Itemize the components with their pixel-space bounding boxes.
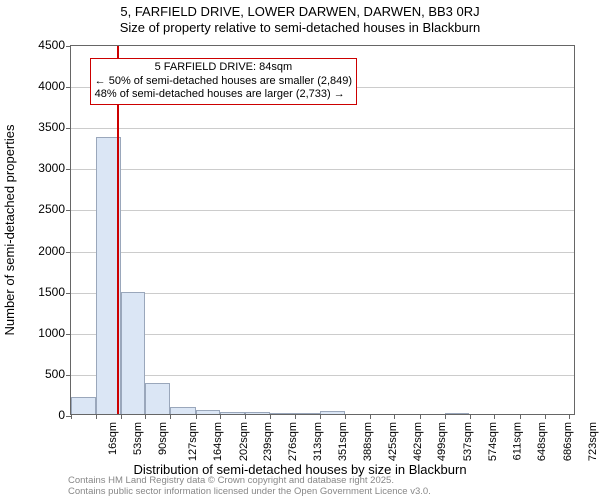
- histogram-bar: [196, 410, 221, 414]
- xtick-label: 686sqm: [562, 422, 574, 461]
- ytick-label: 2500: [5, 202, 65, 216]
- ytick-label: 1500: [5, 285, 65, 299]
- gridline-h: [71, 252, 574, 253]
- histogram-bar: [220, 412, 245, 414]
- xtick-label: 53sqm: [132, 422, 144, 455]
- ytick-mark: [66, 128, 71, 129]
- xtick-mark: [96, 414, 97, 419]
- histogram-bar: [295, 413, 320, 414]
- chart-title: 5, FARFIELD DRIVE, LOWER DARWEN, DARWEN,…: [0, 4, 600, 37]
- xtick-mark: [245, 414, 246, 419]
- ytick-label: 500: [5, 367, 65, 381]
- footer-line-2: Contains public sector information licen…: [68, 487, 431, 498]
- ytick-mark: [66, 169, 71, 170]
- histogram-bar: [270, 413, 295, 414]
- title-line-2: Size of property relative to semi-detach…: [0, 20, 600, 36]
- annot-line-1: 5 FARFIELD DRIVE: 84sqm: [95, 61, 352, 75]
- ytick-mark: [66, 210, 71, 211]
- histogram-bar: [320, 411, 345, 414]
- annot-line-3: 48% of semi-detached houses are larger (…: [95, 88, 352, 102]
- xtick-label: 462sqm: [412, 422, 424, 461]
- ytick-mark: [66, 46, 71, 47]
- xtick-mark: [370, 414, 371, 419]
- xtick-mark: [569, 414, 570, 419]
- ytick-mark: [66, 334, 71, 335]
- xtick-label: 388sqm: [362, 422, 374, 461]
- ytick-label: 4500: [5, 38, 65, 52]
- histogram-bar: [245, 412, 270, 414]
- histogram-bar: [121, 292, 146, 414]
- ytick-label: 4000: [5, 79, 65, 93]
- xtick-mark: [170, 414, 171, 419]
- xtick-label: 90sqm: [157, 422, 169, 455]
- xtick-label: 499sqm: [437, 422, 449, 461]
- histogram-bar: [71, 397, 96, 414]
- xtick-label: 537sqm: [462, 422, 474, 461]
- ytick-mark: [66, 252, 71, 253]
- annotation-box: 5 FARFIELD DRIVE: 84sqm ← 50% of semi-de…: [90, 58, 357, 105]
- ytick-mark: [66, 87, 71, 88]
- xtick-mark: [445, 414, 446, 419]
- xtick-mark: [494, 414, 495, 419]
- xtick-label: 574sqm: [487, 422, 499, 461]
- xtick-mark: [71, 414, 72, 419]
- ytick-label: 0: [5, 408, 65, 422]
- annot-line-2: ← 50% of semi-detached houses are smalle…: [95, 75, 352, 89]
- footer-attribution: Contains HM Land Registry data © Crown c…: [68, 476, 431, 498]
- gridline-h: [71, 334, 574, 335]
- xtick-label: 723sqm: [587, 422, 599, 461]
- xtick-mark: [145, 414, 146, 419]
- xtick-mark: [545, 414, 546, 419]
- histogram-bar: [145, 383, 170, 414]
- ytick-mark: [66, 375, 71, 376]
- ytick-label: 3500: [5, 120, 65, 134]
- gridline-h: [71, 128, 574, 129]
- histogram-bar: [170, 407, 195, 414]
- xtick-label: 276sqm: [287, 422, 299, 461]
- gridline-h: [71, 210, 574, 211]
- xtick-mark: [394, 414, 395, 419]
- xtick-label: 239sqm: [262, 422, 274, 461]
- xtick-label: 164sqm: [212, 422, 224, 461]
- xtick-mark: [196, 414, 197, 419]
- ytick-label: 3000: [5, 161, 65, 175]
- ytick-label: 1000: [5, 326, 65, 340]
- xtick-label: 351sqm: [338, 422, 350, 461]
- ytick-label: 2000: [5, 244, 65, 258]
- gridline-h: [71, 375, 574, 376]
- xtick-label: 425sqm: [387, 422, 399, 461]
- gridline-h: [71, 169, 574, 170]
- xtick-mark: [270, 414, 271, 419]
- gridline-h: [71, 293, 574, 294]
- histogram-chart: 5, FARFIELD DRIVE, LOWER DARWEN, DARWEN,…: [0, 0, 600, 500]
- xtick-mark: [520, 414, 521, 419]
- xtick-mark: [295, 414, 296, 419]
- ytick-mark: [66, 293, 71, 294]
- xtick-mark: [470, 414, 471, 419]
- xtick-label: 16sqm: [107, 422, 119, 455]
- xtick-label: 648sqm: [536, 422, 548, 461]
- xtick-mark: [320, 414, 321, 419]
- xtick-mark: [345, 414, 346, 419]
- xtick-mark: [220, 414, 221, 419]
- xtick-label: 202sqm: [238, 422, 250, 461]
- xtick-label: 313sqm: [312, 422, 324, 461]
- xtick-mark: [121, 414, 122, 419]
- histogram-bar: [445, 413, 470, 414]
- xtick-label: 611sqm: [511, 422, 523, 460]
- xtick-mark: [420, 414, 421, 419]
- xtick-label: 127sqm: [187, 422, 199, 461]
- title-line-1: 5, FARFIELD DRIVE, LOWER DARWEN, DARWEN,…: [0, 4, 600, 20]
- plot-area: 5 FARFIELD DRIVE: 84sqm ← 50% of semi-de…: [70, 45, 575, 415]
